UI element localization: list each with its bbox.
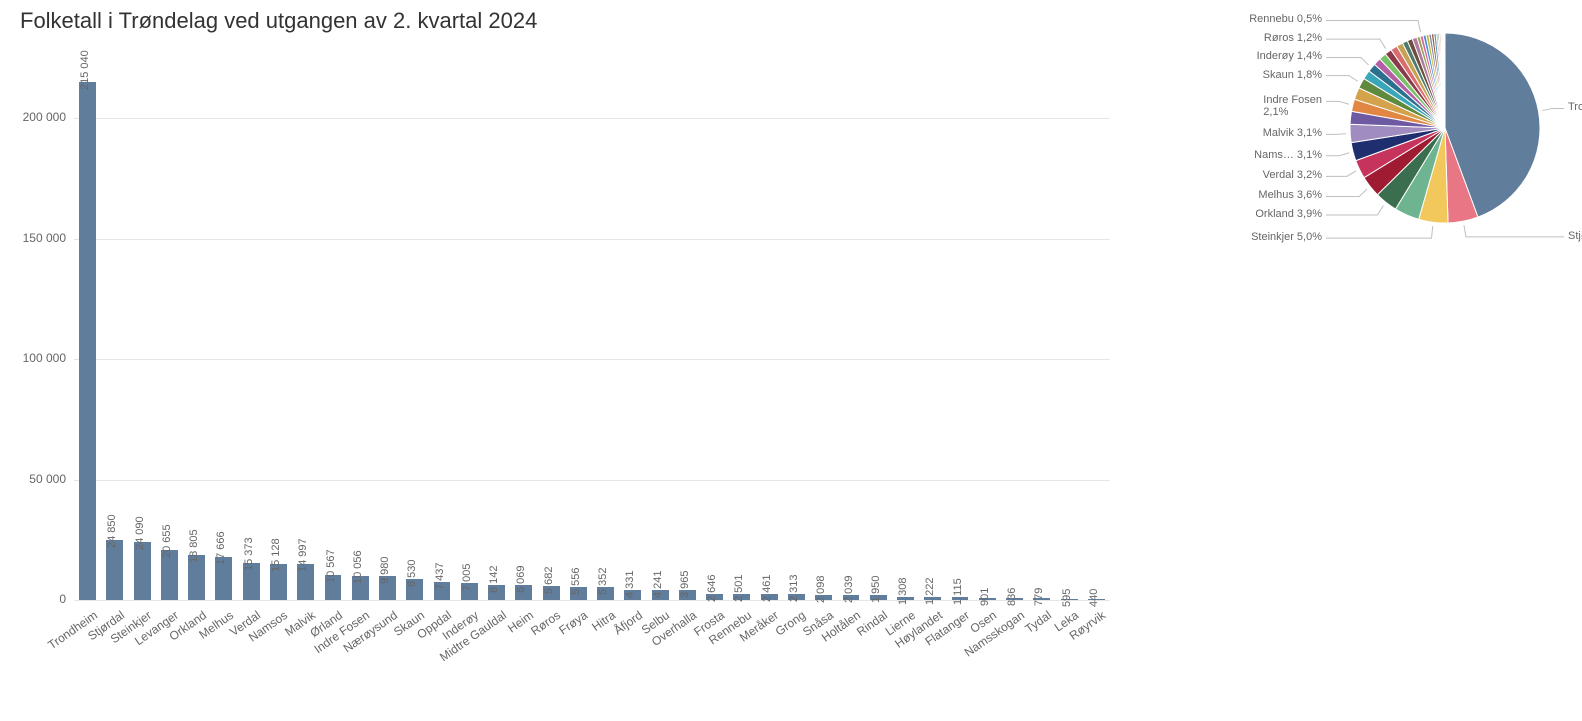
pie-leader [1326, 153, 1349, 156]
pie-label: Rennebu 0,5% [1249, 13, 1322, 25]
pie-label: Melhus 3,6% [1258, 189, 1322, 201]
bar-value-label: 1 115 [952, 579, 964, 606]
bar-trondheim[interactable] [79, 82, 96, 600]
chart-title: Folketall i Trøndelag ved utgangen av 2.… [20, 8, 537, 34]
bar-value-label: 4 241 [652, 570, 664, 598]
x-label: Grong [773, 608, 808, 639]
pie-leader [1326, 39, 1386, 49]
bar-value-label: 18 805 [188, 529, 200, 563]
pie-leader [1464, 225, 1564, 237]
pie-label: Indre Fosen2,1% [1263, 94, 1322, 118]
bar-value-label: 14 997 [297, 538, 309, 572]
x-label: Frøya [557, 608, 591, 637]
pie-label: Orkland 3,9% [1255, 208, 1322, 220]
bar-value-label: 7 437 [434, 563, 446, 591]
bar-value-label: 1 222 [924, 578, 936, 606]
bar-value-label: 20 655 [161, 525, 173, 559]
bar-value-label: 2 501 [733, 574, 745, 602]
pie-leader [1326, 101, 1349, 104]
bar-value-label: 3 965 [679, 571, 691, 599]
y-tick-label: 150 000 [0, 231, 66, 245]
pie-label: Inderøy 1,4% [1257, 50, 1322, 62]
bar-value-label: 5 556 [570, 567, 582, 595]
y-tick-label: 0 [0, 592, 66, 606]
pie-label: Steinkjer 5,0% [1251, 231, 1322, 243]
pie-svg [1130, 10, 1570, 250]
pie-leader [1326, 171, 1356, 176]
bar-value-label: 2 039 [843, 576, 855, 604]
bar-value-label: 5 352 [597, 568, 609, 596]
bar-value-label: 24 850 [106, 514, 118, 548]
bar-steinkjer[interactable] [134, 542, 151, 600]
bar-value-label: 1 308 [897, 577, 909, 605]
pie-label: Røros 1,2% [1264, 32, 1322, 44]
bar-chart: 215 04024 85024 09020 65518 80517 66615 … [74, 70, 1110, 600]
pie-leader [1326, 226, 1433, 238]
x-axis-labels: TrondheimStjørdalSteinkjerLevangerOrklan… [74, 604, 1110, 714]
bar-value-label: 2 313 [788, 575, 800, 603]
bar-value-label: 2 646 [706, 574, 718, 602]
bar-value-label: 215 040 [79, 50, 91, 90]
pie-leader [1326, 57, 1369, 65]
bar-value-label: 7 005 [461, 564, 473, 592]
bar-value-label: 6 069 [515, 566, 527, 594]
x-label: Røros [528, 608, 563, 638]
bar-value-label: 4 331 [624, 570, 636, 598]
pie-label: Trondheim 44,4% [1568, 101, 1582, 113]
page-root: Folketall i Trøndelag ved utgangen av 2.… [0, 0, 1582, 721]
y-tick-label: 200 000 [0, 110, 66, 124]
bar-value-label: 2 461 [761, 575, 773, 603]
pie-label: Verdal 3,2% [1263, 169, 1322, 181]
pie-slice-r-yrvik[interactable] [1444, 33, 1445, 128]
bar-value-label: 8 530 [406, 560, 418, 588]
pie-leader [1326, 206, 1384, 215]
y-tick-label: 50 000 [0, 472, 66, 486]
x-label: Åfjord [611, 608, 645, 637]
bar-value-label: 10 567 [325, 549, 337, 583]
pie-leader [1326, 20, 1420, 32]
pie-label: Malvik 3,1% [1263, 127, 1322, 139]
bar-value-label: 15 128 [270, 538, 282, 572]
bar-value-label: 15 373 [243, 537, 255, 571]
y-tick-label: 100 000 [0, 351, 66, 365]
pie-leader [1542, 108, 1564, 110]
x-label: Tydal [1022, 608, 1054, 636]
pie-label: Stjørdal 5,1% [1568, 230, 1582, 242]
bar-stj-rdal[interactable] [106, 540, 123, 600]
bar-value-label: 9 980 [379, 556, 391, 584]
bar-value-label: 10 056 [352, 550, 364, 584]
pie-chart: Trondheim 44,4%Stjørdal 5,1%Rennebu 0,5%… [1130, 10, 1570, 250]
bar-value-label: 17 666 [215, 532, 227, 566]
pie-label: Nams… 3,1% [1254, 149, 1322, 161]
bar-value-label: 2 098 [815, 575, 827, 603]
bar-value-label: 1 950 [870, 576, 882, 604]
pie-leader [1326, 134, 1346, 135]
pie-label: Skaun 1,8% [1263, 69, 1322, 81]
pie-leader [1326, 189, 1367, 196]
bar-value-label: 24 090 [134, 516, 146, 550]
pie-leader [1326, 76, 1358, 82]
x-label: Rindal [854, 608, 890, 639]
bars-container: 215 04024 85024 09020 65518 80517 66615 … [74, 70, 1110, 600]
bar-value-label: 5 682 [543, 567, 555, 595]
bar-value-label: 6 142 [488, 566, 500, 594]
